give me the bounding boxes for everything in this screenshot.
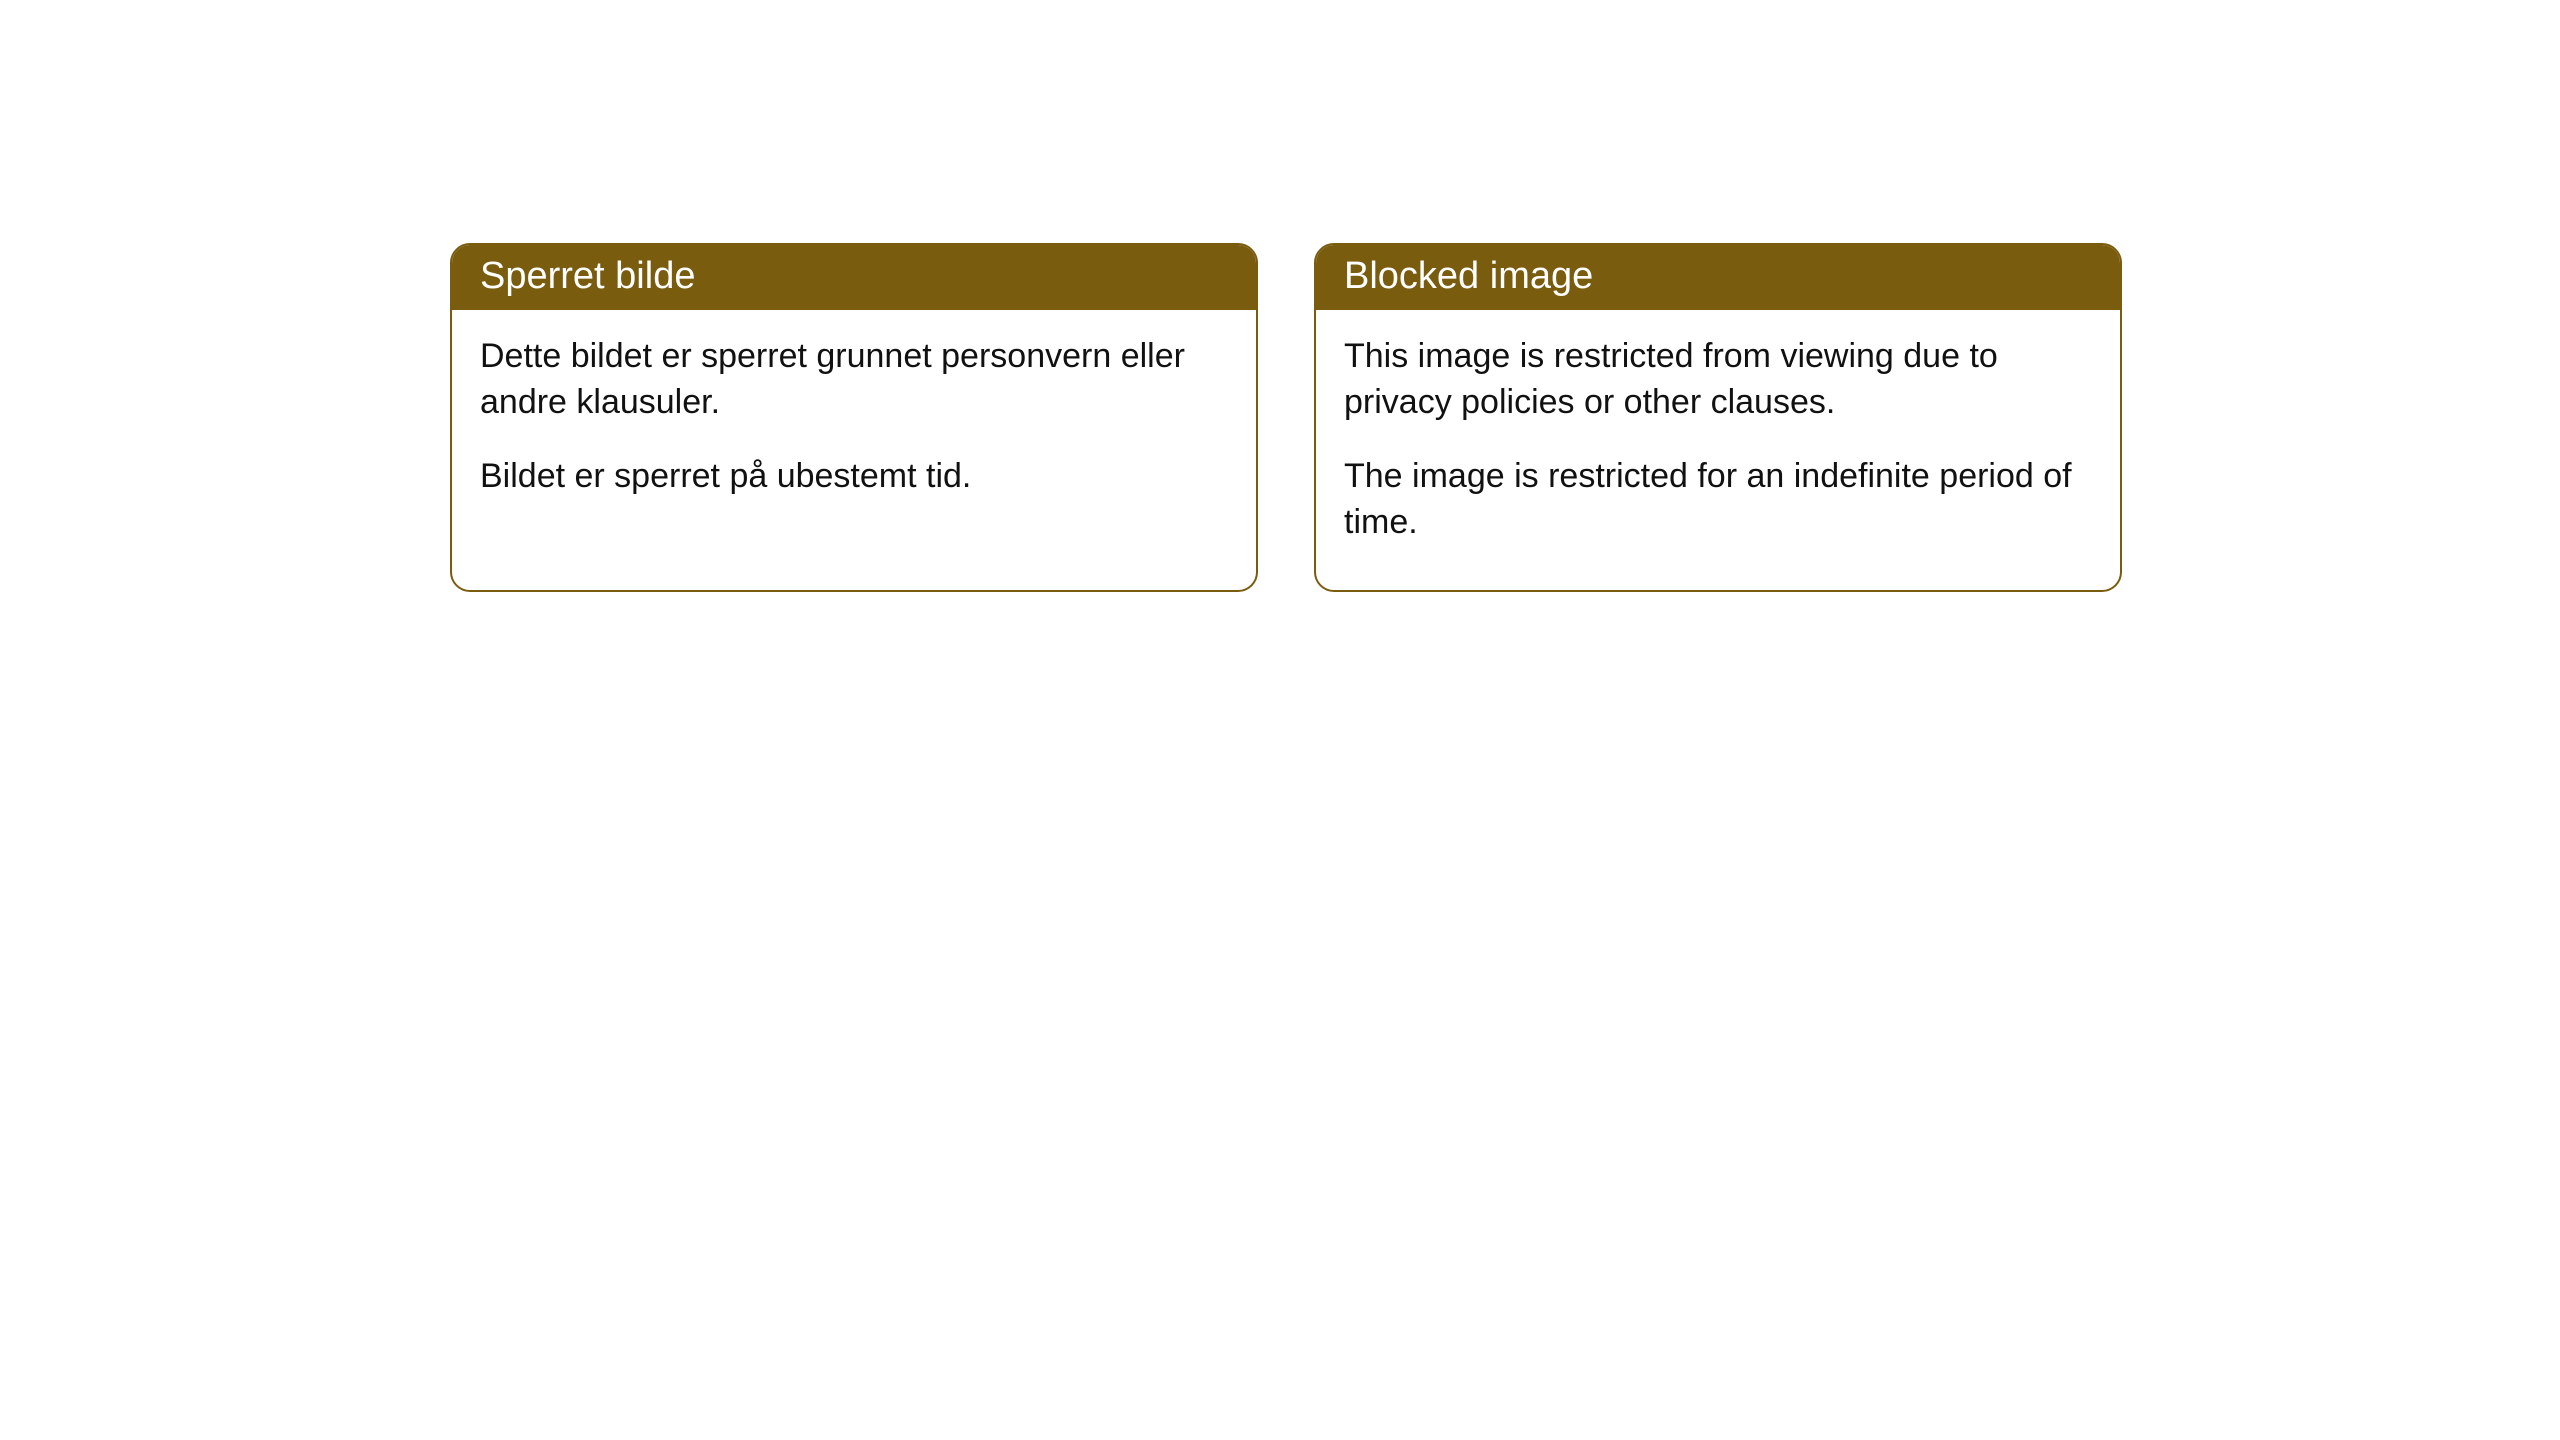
notice-cards-container: Sperret bilde Dette bildet er sperret gr… <box>450 243 2122 592</box>
notice-card-norwegian: Sperret bilde Dette bildet er sperret gr… <box>450 243 1258 592</box>
notice-paragraph-2: Bildet er sperret på ubestemt tid. <box>480 454 1228 500</box>
notice-paragraph-1: Dette bildet er sperret grunnet personve… <box>480 334 1228 426</box>
notice-header: Blocked image <box>1316 245 2120 310</box>
notice-body: This image is restricted from viewing du… <box>1316 310 2120 590</box>
notice-paragraph-1: This image is restricted from viewing du… <box>1344 334 2092 426</box>
notice-card-english: Blocked image This image is restricted f… <box>1314 243 2122 592</box>
notice-body: Dette bildet er sperret grunnet personve… <box>452 310 1256 544</box>
notice-header: Sperret bilde <box>452 245 1256 310</box>
notice-paragraph-2: The image is restricted for an indefinit… <box>1344 454 2092 546</box>
